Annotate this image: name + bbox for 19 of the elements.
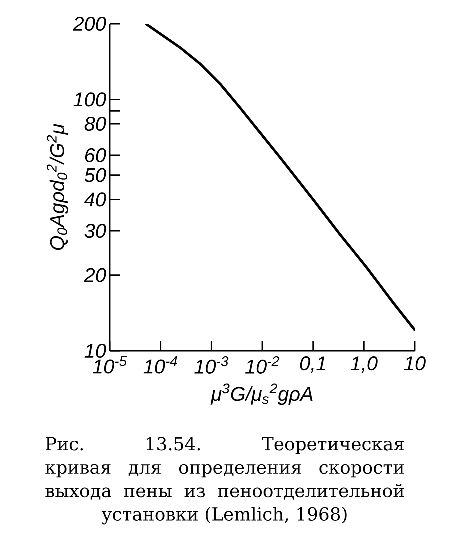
x-tick-label: 1,0 [350,356,378,373]
x-tick-label: 10 [404,356,426,371]
x-axis-title: μ$^{3}$G/μ$_{s}$$^{2}$gρA [210,384,313,406]
y-tick-label: 80 [84,116,106,132]
y-axis-title: Q$_{0}$Agρd$_{0}$$^{2}$/G$^{2}$μ [47,124,68,250]
y-tick-label: 200 [73,16,106,32]
y-tick-label: 40 [84,192,106,207]
y-tick-label: 30 [84,224,106,238]
x-tick-label: 10$^{-3}$ [194,356,229,374]
y-tick-label: 50 [84,168,106,182]
x-tick-label: 0,1 [300,356,326,373]
y-tick-label: 10 [84,344,106,358]
y-tick-label: 20 [84,268,106,282]
text: Рис. 13.54. Теоретическая кривая для определения скорости выхода пены из пеноотделительной установки (Lemlich, 1968) [46,437,404,525]
x-tick-label: 10$^{-2}$ [245,356,280,374]
y-tick-label: 60 [85,148,106,162]
x-tick-label: 10$^{-4}$ [144,356,178,374]
y-tick-label: 100 [74,92,106,107]
x-tick-label: 10$^{-5}$ [92,356,128,374]
